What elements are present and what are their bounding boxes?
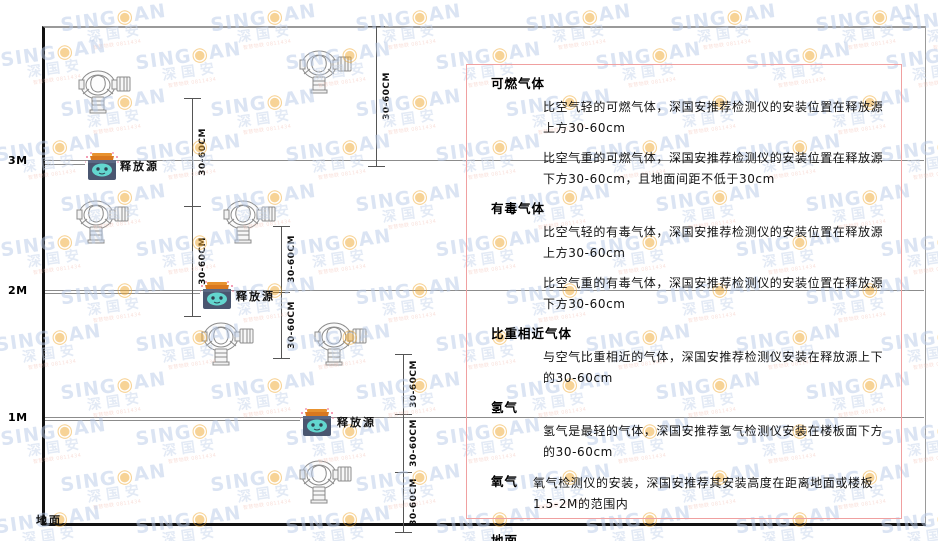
info-section-body: 比空气轻的有毒气体，深国安推荐检测仪的安装位置在释放源上方30-60cm 比空气重… xyxy=(543,222,887,315)
level-line xyxy=(45,293,200,294)
dimension-tick xyxy=(395,472,412,473)
level-line-full xyxy=(45,160,924,161)
source-label: 释放源 xyxy=(236,290,275,303)
info-section-flammable: 可燃气体比空气轻的可燃气体，深国安推荐检测仪的安装位置在释放源上方30-60cm… xyxy=(481,75,887,190)
source-label: 释放源 xyxy=(337,416,376,429)
info-paragraph: 与空气比重相近的气体，深国安推荐检测仪安装在释放源上下的30-60cm xyxy=(543,350,884,385)
dimension-tick xyxy=(273,358,290,359)
level-line xyxy=(45,420,300,421)
level-label-1m: 1M xyxy=(8,411,28,424)
dimension-tick xyxy=(184,98,201,99)
info-section-body: 与空气比重相近的气体，深国安推荐检测仪安装在释放源上下的30-60cm xyxy=(543,347,887,389)
dimension-tick xyxy=(273,292,290,293)
level-line-full xyxy=(45,417,924,418)
info-section-title: 氢气 xyxy=(491,400,519,415)
ground-label: 地面 xyxy=(36,514,62,527)
detector-lower xyxy=(293,458,355,508)
dimension-line xyxy=(376,26,377,166)
info-section-hydrogen: 氢气氢气是最轻的气体，深国安推荐氢气检测仪安装在楼板面下方的30-60cm xyxy=(481,399,887,463)
dimension-label: 30-60CM xyxy=(287,235,297,283)
dimension-label: 30-60CM xyxy=(287,301,297,349)
info-sections: 可燃气体比空气轻的可燃气体，深国安推荐检测仪的安装位置在释放源上方30-60cm… xyxy=(481,75,887,541)
level-line xyxy=(45,164,85,165)
info-section-title: 氧气 xyxy=(491,474,519,489)
info-section-toxic: 有毒气体比空气轻的有毒气体，深国安推荐检测仪的安装位置在释放源上方30-60cm… xyxy=(481,200,887,315)
info-paragraph: 比空气轻的有毒气体，深国安推荐检测仪的安装位置在释放源上方30-60cm xyxy=(543,225,884,260)
dimension-label: 30-60CM xyxy=(409,478,419,526)
dimension-tick xyxy=(273,226,290,227)
level-line-full xyxy=(45,290,924,291)
dimension-tick xyxy=(184,316,201,317)
detector-mid xyxy=(195,320,257,370)
dimension-label: 30-60CM xyxy=(198,128,208,176)
drawing-frame xyxy=(42,26,926,526)
info-section-similar-density: 比重相近气体与空气比重相近的气体，深国安推荐检测仪安装在释放源上下的30-60c… xyxy=(481,325,887,389)
source-1m xyxy=(299,408,334,442)
info-panel: 可燃气体比空气轻的可燃气体，深国安推荐检测仪的安装位置在释放源上方30-60cm… xyxy=(466,64,902,541)
dimension-tick xyxy=(395,532,412,533)
info-paragraph: 氧气检测仪的安装，深国安推荐其安装高度在距离地面或楼板1.5-2M的范围内 xyxy=(533,476,874,511)
dimension-tick xyxy=(368,166,385,167)
level-label-2m: 2M xyxy=(8,284,28,297)
dimension-label: 30-60CM xyxy=(198,237,208,285)
dimension-label: 30-60CM xyxy=(409,419,419,467)
dimension-label: 30-60CM xyxy=(409,360,419,408)
info-section-title: 可燃气体 xyxy=(491,76,546,91)
info-section-title: 地面 xyxy=(491,533,519,541)
info-section-body: 比空气轻的可燃气体，深国安推荐检测仪的安装位置在释放源上方30-60cm 比空气重… xyxy=(543,97,887,190)
info-section-body: 氢气是最轻的气体，深国安推荐氢气检测仪安装在楼板面下方的30-60cm xyxy=(543,421,887,463)
dimension-tick xyxy=(184,206,201,207)
dimension-tick xyxy=(368,26,385,27)
detector-upper-right xyxy=(217,198,279,248)
detector-mid-right xyxy=(308,320,370,370)
info-paragraph: 比空气重的可燃气体，深国安推荐检测仪的安装位置在释放源下方30-60cm，且地面… xyxy=(543,151,884,186)
info-section-body: 氧气检测仪的安装，深国安推荐其安装高度在距离地面或楼板1.5-2M的范围内 xyxy=(533,473,887,524)
detector-top-left xyxy=(72,68,134,118)
info-section-ground: 地面检测仪地面间距，深国安推荐在30-60cm，且不得小于30cm，因为过低容易… xyxy=(481,532,887,541)
source-3m xyxy=(84,152,119,186)
info-section-oxygen: 氧气 氧气检测仪的安装，深国安推荐其安装高度在距离地面或楼板1.5-2M的范围内 xyxy=(481,473,887,524)
detector-upper-left xyxy=(70,198,132,248)
info-section-title: 有毒气体 xyxy=(491,201,546,216)
dimension-line xyxy=(192,98,193,316)
info-section-title: 比重相近气体 xyxy=(491,326,573,341)
source-2m xyxy=(199,281,234,315)
info-paragraph: 比空气轻的可燃气体，深国安推荐检测仪的安装位置在释放源上方30-60cm xyxy=(543,100,884,135)
dimension-tick xyxy=(395,414,412,415)
detector-top-mid xyxy=(293,48,355,98)
dimension-line xyxy=(403,354,404,532)
dimension-tick xyxy=(395,354,412,355)
level-label-3m: 3M xyxy=(8,154,28,167)
info-paragraph: 氢气是最轻的气体，深国安推荐氢气检测仪安装在楼板面下方的30-60cm xyxy=(543,424,884,459)
source-label: 释放源 xyxy=(120,160,159,173)
info-paragraph: 比空气重的有毒气体，深国安推荐检测仪的安装位置在释放源下方30-60cm xyxy=(543,276,884,311)
dimension-label: 30-60CM xyxy=(382,72,392,120)
